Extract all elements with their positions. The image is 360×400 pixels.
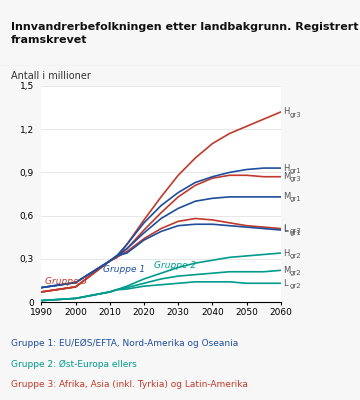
- Text: H: H: [283, 248, 289, 258]
- Text: L: L: [283, 279, 288, 288]
- Text: gr1: gr1: [289, 196, 301, 202]
- Text: Innvandrerbefolkningen etter landbakgrunn. Registrert og
framskrevet: Innvandrerbefolkningen etter landbakgrun…: [11, 22, 360, 45]
- Text: Gruppe 1: EU/EØS/EFTA, Nord-Amerika og Oseania: Gruppe 1: EU/EØS/EFTA, Nord-Amerika og O…: [11, 338, 238, 348]
- Text: Gruppe 2: Øst-Europa ellers: Gruppe 2: Øst-Europa ellers: [11, 359, 136, 368]
- Text: Gruppe 3: Gruppe 3: [45, 277, 87, 286]
- Text: Antall i millioner: Antall i millioner: [11, 71, 91, 81]
- Text: Gruppe 2: Gruppe 2: [154, 261, 197, 270]
- Text: Gruppe 1: Gruppe 1: [103, 265, 145, 274]
- Text: gr2: gr2: [289, 270, 301, 276]
- Text: Gruppe 3: Afrika, Asia (inkl. Tyrkia) og Latin-Amerika: Gruppe 3: Afrika, Asia (inkl. Tyrkia) og…: [11, 380, 248, 390]
- Text: M: M: [283, 172, 291, 181]
- Text: gr2: gr2: [289, 283, 301, 289]
- Text: gr2: gr2: [289, 253, 301, 259]
- Text: gr1: gr1: [289, 168, 301, 174]
- Text: gr3: gr3: [289, 176, 301, 182]
- Text: M: M: [283, 192, 291, 201]
- Text: M: M: [283, 266, 291, 275]
- Text: gr3: gr3: [289, 112, 301, 118]
- Text: gr3: gr3: [289, 228, 301, 234]
- Text: H: H: [283, 164, 289, 172]
- Text: L: L: [283, 224, 288, 233]
- Text: gr1: gr1: [289, 230, 301, 236]
- Text: H: H: [283, 108, 289, 116]
- Text: L: L: [283, 226, 288, 234]
